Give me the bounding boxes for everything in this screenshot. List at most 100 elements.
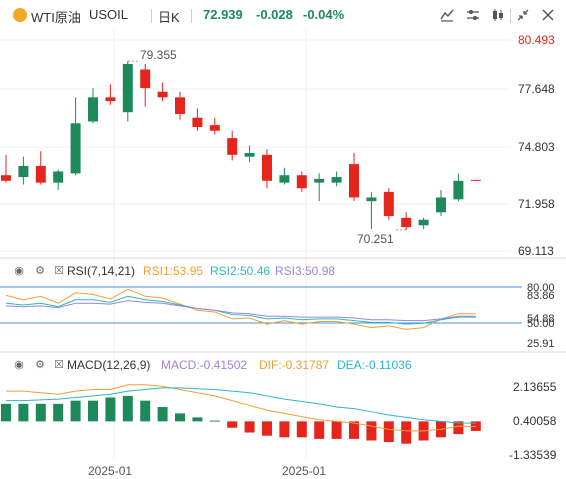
candle-body [314, 178, 325, 183]
candle-body [105, 97, 116, 102]
rsi-tick: 54.88 [527, 313, 555, 325]
macd-bar [53, 403, 64, 422]
price-tick: 69.113 [518, 244, 554, 258]
oil-symbol-icon [13, 8, 27, 22]
macd-plot [1, 384, 481, 444]
candle-body [262, 154, 272, 181]
macd-bar [140, 400, 151, 422]
rsi1-line [5, 288, 476, 330]
macd-bar [366, 421, 377, 441]
macd-tick: 0.40058 [513, 414, 557, 428]
macd-bar [122, 395, 133, 422]
macd-bar [209, 420, 220, 422]
dea-line [6, 387, 476, 424]
macd-bar [88, 400, 98, 422]
collapse-icon[interactable] [514, 7, 532, 25]
symbol-name[interactable]: WTI原油 [31, 10, 81, 25]
macd-bar [157, 407, 168, 422]
time-tick: 2025-01 [282, 464, 327, 478]
macd-bar [383, 421, 394, 443]
macd-value: MACD:-0.41502 [161, 358, 248, 372]
candle-body [244, 152, 255, 157]
macd-bar [262, 421, 272, 436]
candle-body [279, 175, 290, 183]
candles [1, 60, 481, 231]
candle-body [122, 63, 133, 113]
candle-body [227, 138, 238, 155]
rsi-lines [0, 286, 522, 330]
candle-body [453, 180, 464, 200]
rsi1-value: RSI1:53.95 [143, 264, 204, 278]
macd-bar [349, 421, 359, 439]
high-price-label: 79.355 [140, 48, 177, 62]
candle-body [88, 97, 98, 122]
price-tick: 74.803 [518, 140, 555, 154]
rsi-tick: 25.91 [527, 338, 555, 350]
candle-body [70, 123, 81, 174]
macd-title: MACD(12,26,9) [67, 358, 151, 372]
candle-body [366, 197, 377, 202]
macd-bar [331, 421, 342, 439]
divider [191, 9, 192, 23]
macd-bar [1, 403, 11, 422]
rsi-tick: 83.86 [527, 290, 555, 302]
close-box-icon[interactable]: ☒ [54, 359, 64, 371]
settings-sliders-icon[interactable] [464, 7, 482, 25]
macd-bar [18, 403, 29, 422]
candle-body [1, 175, 11, 181]
candle-body [157, 91, 168, 98]
divider [151, 9, 152, 23]
macd-bar [70, 400, 81, 422]
macd-bar [314, 421, 325, 439]
divider [510, 9, 511, 23]
timeframe-selector[interactable]: 日K [158, 10, 180, 25]
price-change-pct: -0.04% [303, 7, 345, 22]
settings-gear-icon[interactable]: ⚙ [35, 265, 45, 277]
price-tick: 77.648 [518, 82, 555, 96]
hide-eye-icon[interactable]: ◉ [14, 265, 24, 277]
rsi3-value: RSI3:50.98 [275, 264, 336, 278]
candle-body [209, 125, 220, 131]
macd-bar [453, 421, 464, 435]
rsi2-line [5, 295, 476, 325]
candle-body [35, 165, 46, 183]
settings-gear-icon[interactable]: ⚙ [35, 359, 45, 371]
candle-body [175, 97, 185, 115]
candle-body [53, 171, 64, 183]
macd-bar [105, 397, 116, 422]
candle-body [383, 191, 394, 217]
macd-bar [227, 421, 238, 428]
candle-body [349, 164, 359, 198]
rsi-tick: 80.00 [527, 282, 555, 294]
candle-body [436, 197, 446, 213]
rsi3-line [5, 300, 476, 322]
macd-tick: 2.13655 [513, 380, 557, 394]
top-toolbar: WTI原油 USOIL 日K 72.939 -0.028 -0.04% [0, 0, 566, 30]
time-tick: 2025-01 [88, 464, 133, 478]
close-box-icon[interactable]: ☒ [54, 265, 64, 277]
candle-body [331, 177, 342, 183]
indicator-icon[interactable] [438, 7, 456, 25]
candle-type-icon[interactable] [489, 7, 507, 25]
last-price: 72.939 [203, 7, 243, 22]
dif-value: DIF:-0.31787 [259, 358, 330, 372]
price-change: -0.028 [256, 7, 293, 22]
close-icon[interactable] [539, 7, 557, 25]
macd-bar [279, 421, 290, 438]
rsi2-value: RSI2:50.46 [210, 264, 271, 278]
candle-body [418, 219, 429, 226]
grid-lines [0, 30, 510, 458]
price-tick: 80.493 [518, 33, 555, 47]
low-price-label: 70.251 [357, 232, 394, 246]
macd-bar [244, 421, 255, 433]
candle-body [296, 175, 307, 189]
macd-bar [401, 421, 412, 444]
dea-value: DEA:-0.11036 [337, 358, 412, 372]
macd-bar [35, 403, 46, 422]
macd-bar [192, 417, 203, 422]
price-tick: 71.958 [518, 197, 555, 211]
ticker[interactable]: USOIL [89, 7, 129, 22]
macd-bar [296, 421, 307, 438]
hide-eye-icon[interactable]: ◉ [14, 359, 24, 371]
